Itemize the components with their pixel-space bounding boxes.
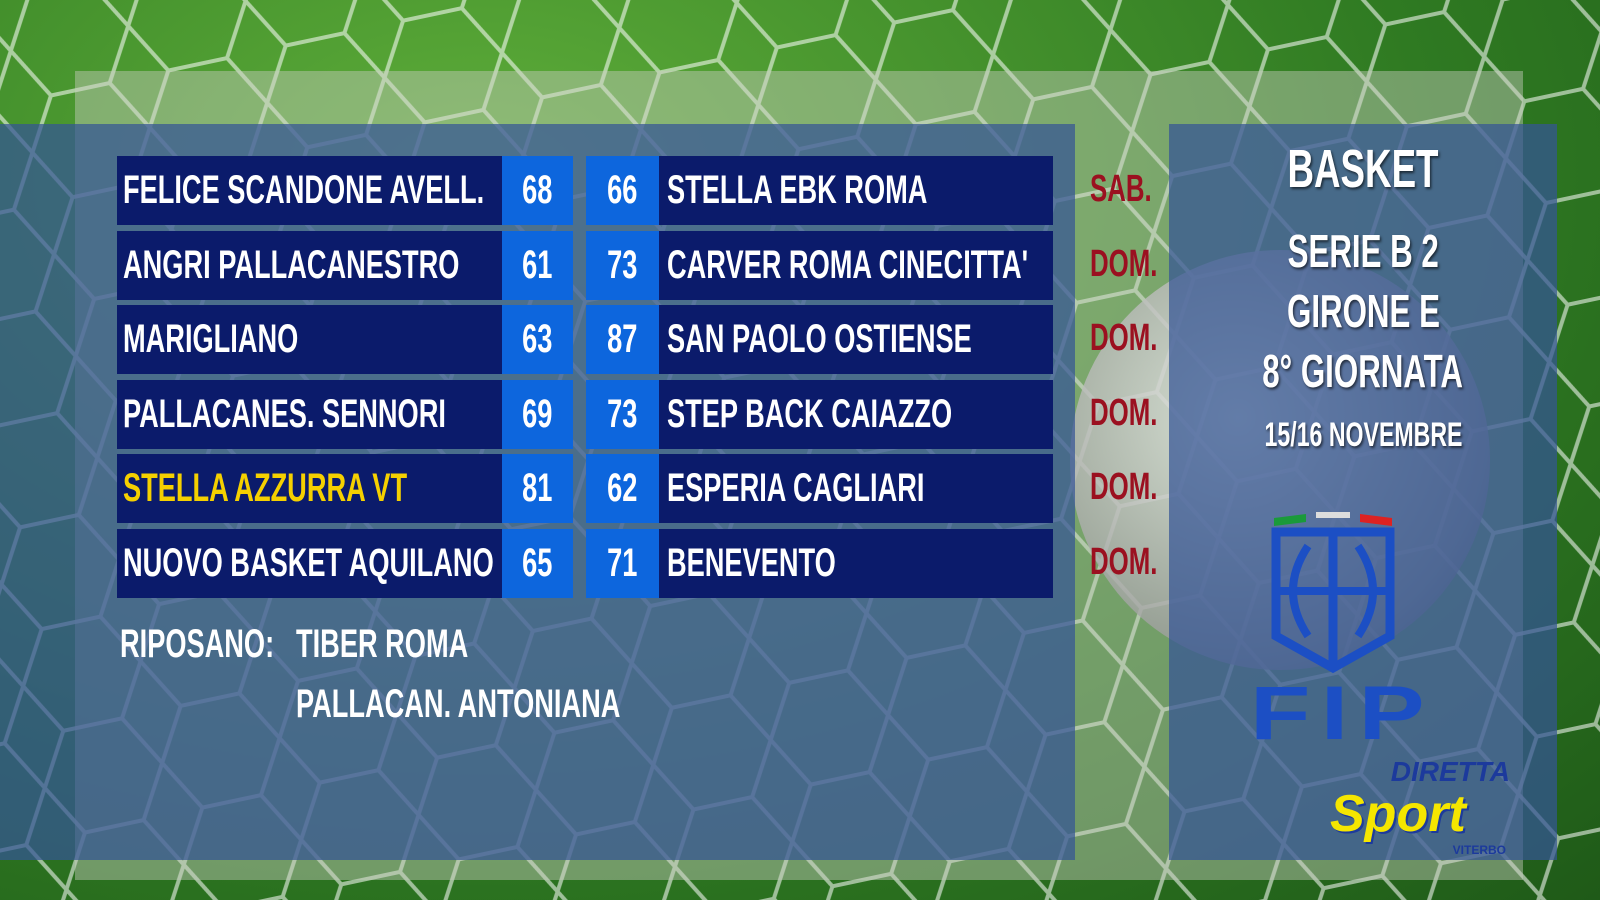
- rest-team: TIBER ROMA: [296, 622, 469, 666]
- away-team: STEP BACK CAIAZZO: [659, 379, 1053, 449]
- match-day: DOM.: [1090, 391, 1158, 434]
- match-day: DOM.: [1090, 466, 1158, 508]
- brand-sub-text: VITERBO: [1452, 843, 1506, 857]
- sport-title: BASKET: [1287, 139, 1439, 199]
- home-score: 61: [502, 230, 573, 300]
- away-score: 73: [586, 230, 659, 300]
- away-team: ESPERIA CAGLIARI: [659, 454, 1053, 523]
- home-team: NUOVO BASKET AQUILANO: [117, 528, 502, 598]
- home-score: 81: [502, 454, 573, 523]
- home-team: FELICE SCANDONE AVELL.: [117, 156, 502, 225]
- home-team: STELLA AZZURRA VT: [117, 454, 502, 523]
- brand-main-text: Sport: [1330, 785, 1466, 843]
- fip-logo-text: FIP: [1250, 671, 1435, 756]
- match-day: DOM.: [1090, 317, 1158, 359]
- away-team: BENEVENTO: [659, 528, 1053, 598]
- home-team: MARIGLIANO: [117, 305, 502, 374]
- home-team: PALLACANES. SENNORI: [117, 379, 502, 449]
- match-row: STELLA AZZURRA VT 81 62 ESPERIA CAGLIARI: [117, 454, 1053, 523]
- match-day: DOM.: [1090, 540, 1158, 583]
- match-row: FELICE SCANDONE AVELL. 68 66 STELLA EBK …: [117, 156, 1053, 225]
- rest-label: RIPOSANO:: [120, 622, 275, 666]
- match-row: ANGRI PALLACANESTRO 61 73 CARVER ROMA CI…: [117, 230, 1053, 300]
- round-title: 8° GIORNATA: [1262, 345, 1464, 397]
- away-score: 62: [586, 454, 659, 523]
- away-score: 66: [586, 156, 659, 225]
- match-row: NUOVO BASKET AQUILANO 65 71 BENEVENTO: [117, 528, 1053, 598]
- match-row: MARIGLIANO 63 87 SAN PAOLO OSTIENSE: [117, 305, 1053, 374]
- away-team: SAN PAOLO OSTIENSE: [659, 305, 1053, 374]
- home-score: 69: [502, 379, 573, 449]
- match-day: SAB.: [1090, 168, 1152, 210]
- fip-emblem-logo: [1271, 512, 1395, 674]
- home-team: ANGRI PALLACANESTRO: [117, 230, 502, 300]
- dates-label: 15/16 NOVEMBRE: [1264, 416, 1462, 454]
- away-score: 71: [586, 528, 659, 598]
- match-day: DOM.: [1090, 242, 1158, 285]
- away-team: CARVER ROMA CINECITTA': [659, 230, 1053, 300]
- home-score: 63: [502, 305, 573, 374]
- away-score: 87: [586, 305, 659, 374]
- home-score: 68: [502, 156, 573, 225]
- brand-top-text: DIRETTA: [1390, 756, 1510, 787]
- diretta-sport-logo: DIRETTA Sport VITERBO: [1330, 758, 1510, 858]
- away-score: 73: [586, 379, 659, 449]
- away-team: STELLA EBK ROMA: [659, 156, 1053, 225]
- home-score: 65: [502, 528, 573, 598]
- rest-team: PALLACAN. ANTONIANA: [296, 682, 621, 726]
- match-row: PALLACANES. SENNORI 69 73 STEP BACK CAIA…: [117, 379, 1053, 449]
- info-panel: [1169, 124, 1557, 860]
- league-title: SERIE B 2: [1287, 225, 1439, 277]
- group-title: GIRONE E: [1286, 285, 1440, 337]
